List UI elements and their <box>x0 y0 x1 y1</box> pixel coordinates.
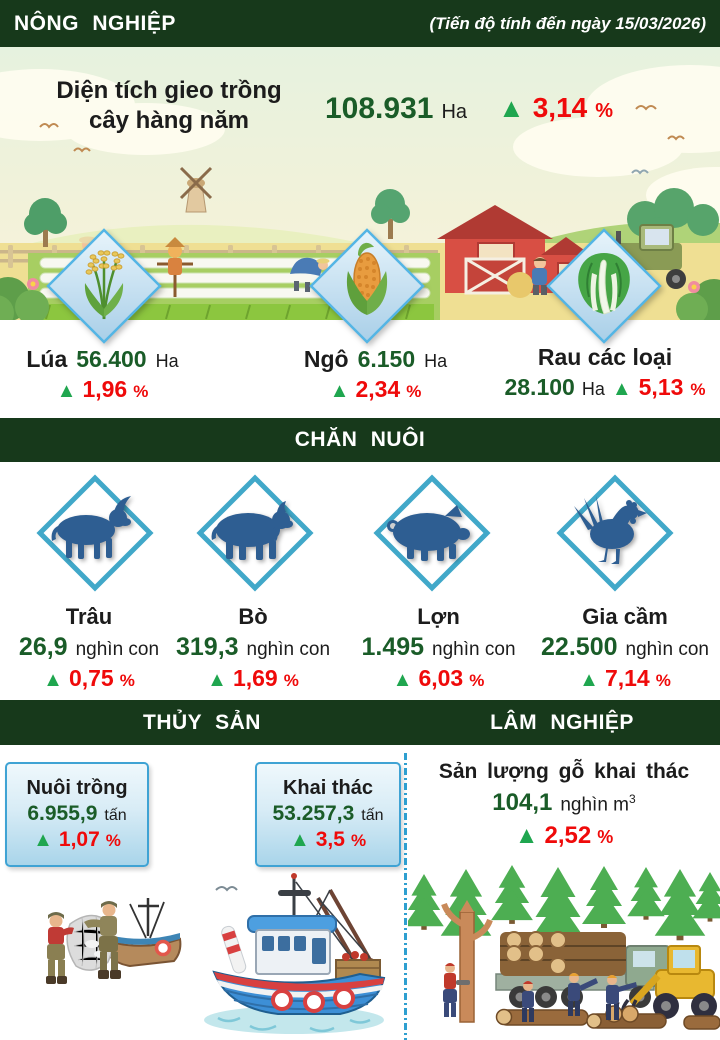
fisherman-right <box>84 901 121 979</box>
livestock-stat-giacam: Gia cầm 22.500 nghìn con ▲ 7,14 % <box>541 604 709 691</box>
capture-box: Khai thác 53.257,3 tấn ▲ 3,5 % <box>255 762 401 867</box>
up-triangle-icon: ▲ <box>392 669 413 691</box>
birds <box>39 105 685 175</box>
up-triangle-icon: ▲ <box>498 93 525 123</box>
bush-left <box>0 277 49 320</box>
fisheries-forestry-bar: THỦY SẢN LÂM NGHIỆP <box>0 700 720 745</box>
up-triangle-icon: ▲ <box>43 669 63 691</box>
header-bar: NÔNG NGHIỆP (Tiến độ tính đến ngày 15/03… <box>0 0 720 47</box>
logging-illustration <box>408 865 720 1030</box>
crop-stat-ngo: Ngô 6.150 Ha ▲ 2,34 % <box>303 346 448 402</box>
section-divider <box>404 753 407 1040</box>
up-triangle-icon: ▲ <box>579 669 599 691</box>
livestock-stat-lon: Lợn 1.495 nghìn con ▲ 6,03 % <box>361 604 516 691</box>
cut-tree <box>441 900 493 1023</box>
date-note: (Tiến độ tính đến ngày 15/03/2026) <box>429 13 706 33</box>
farmer-bending <box>290 257 330 292</box>
buffalo-icon <box>36 474 154 592</box>
aquaculture-box: Nuôi trồng 6.955,9 tấn ▲ 1,07 % <box>5 762 149 867</box>
farmer-sitting <box>507 257 547 298</box>
bush-right <box>676 279 720 320</box>
fishermen-illustration <box>46 898 182 984</box>
planting-area-label: Diện tích gieo trồng cây hàng năm <box>56 77 282 134</box>
pig-icon <box>373 474 491 592</box>
planting-area-change: ▲ 3,14 % <box>498 92 614 123</box>
page-title: NÔNG NGHIỆP <box>14 11 176 35</box>
up-triangle-icon: ▲ <box>207 669 227 691</box>
cow-icon <box>196 474 314 592</box>
rice-icon <box>46 228 162 344</box>
scarecrow <box>157 237 193 297</box>
up-triangle-icon: ▲ <box>289 829 310 851</box>
fishing-boat-illustration <box>204 873 386 1034</box>
poultry-icon <box>556 474 674 592</box>
livestock-section-bar: CHĂN NUÔI <box>0 418 720 462</box>
up-triangle-icon: ▲ <box>56 380 77 402</box>
up-triangle-icon: ▲ <box>514 822 539 849</box>
crop-stat-lua: Lúa 56.400 Ha ▲ 1,96 % <box>26 346 179 402</box>
log-truck <box>495 931 671 1008</box>
crop-stat-rau: Rau các loại 28.100 Ha ▲ 5,13 % <box>504 344 706 400</box>
planting-area-value: 108.931 Ha <box>325 92 468 125</box>
windmill <box>179 166 213 213</box>
forestry-section-title: LÂM NGHIỆP <box>490 710 634 734</box>
vegetable-icon <box>546 228 662 344</box>
up-triangle-icon: ▲ <box>611 378 632 400</box>
tree <box>24 189 410 247</box>
fisherman-left <box>46 912 74 984</box>
loggers <box>443 963 637 1022</box>
up-triangle-icon: ▲ <box>33 829 53 851</box>
livestock-stat-trau: Trâu 26,9 nghìn con ▲ 0,75 % <box>18 604 160 691</box>
corn-icon <box>309 228 425 344</box>
wheel-loader <box>614 945 717 1024</box>
fisheries-section-title: THỦY SẢN <box>143 710 261 734</box>
livestock-stat-bo: Bò 319,3 nghìn con ▲ 1,69 % <box>175 604 331 691</box>
livestock-section-title: CHĂN NUÔI <box>294 428 426 451</box>
up-triangle-icon: ▲ <box>329 380 350 402</box>
wood-production-stat: Sản lượng gỗ khai thác 104,1 nghìn m3 ▲ … <box>438 760 690 849</box>
